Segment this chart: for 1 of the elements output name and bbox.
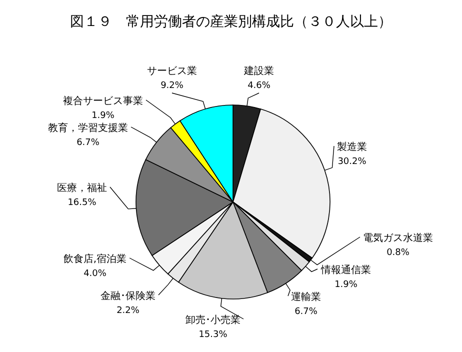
title: 図１９ 常用労働者の産業別構成比（３０人以上） <box>70 14 392 30</box>
